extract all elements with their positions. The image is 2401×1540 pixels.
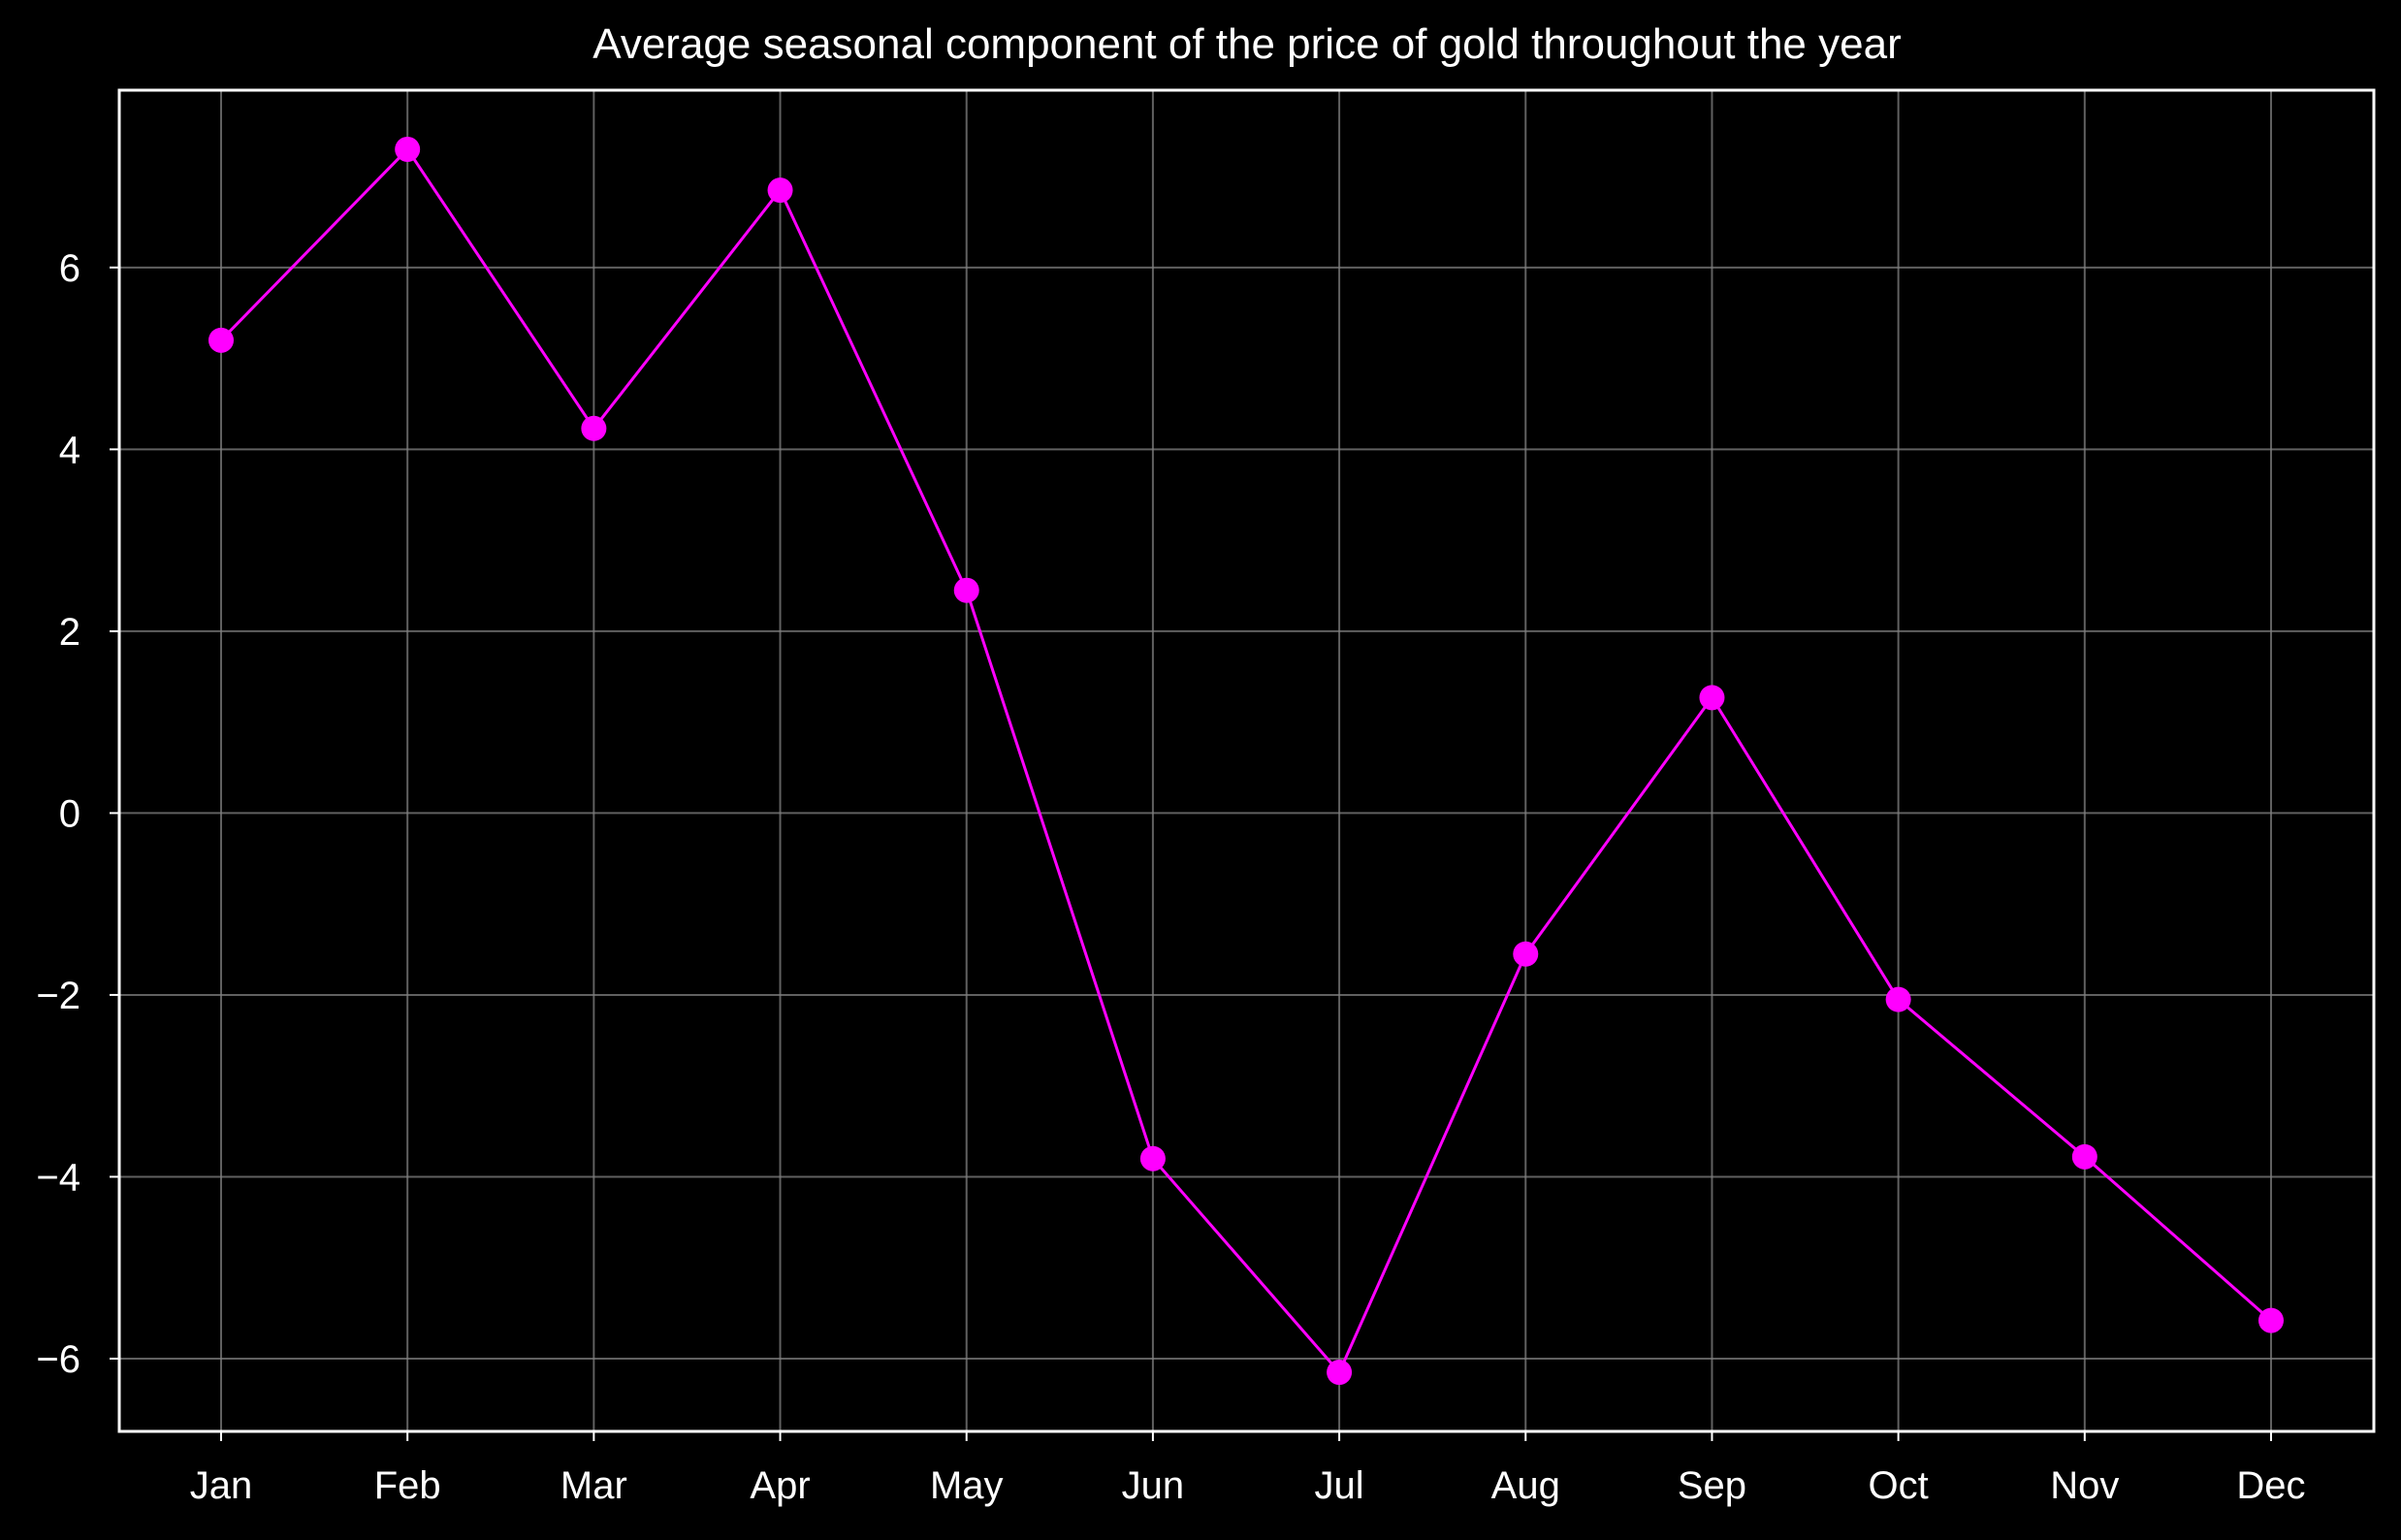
- x-tick-label: Sep: [1678, 1464, 1746, 1507]
- data-point-oct: [1885, 986, 1911, 1012]
- x-tick-label: May: [930, 1464, 1004, 1507]
- x-tick-label: Jun: [1122, 1464, 1185, 1507]
- data-point-mar: [581, 415, 607, 441]
- x-tick-label: Mar: [560, 1464, 627, 1507]
- series-layer: [208, 136, 2284, 1386]
- series-line: [219, 147, 2272, 1374]
- data-point-jan: [208, 327, 234, 353]
- x-tick-label: Feb: [374, 1464, 441, 1507]
- y-tick-label: 2: [59, 611, 80, 654]
- data-point-nov: [2071, 1143, 2097, 1170]
- grid: [119, 90, 2374, 1431]
- y-tick-label: 0: [59, 792, 80, 835]
- x-axis: Jan Feb Mar Apr May Jun Jul Aug Sep Oct Nov Dec: [190, 1431, 2306, 1507]
- x-tick-label: Oct: [1869, 1464, 1929, 1507]
- chart-title: Average seasonal component of the price …: [592, 20, 1901, 68]
- data-point-jun: [1139, 1145, 1166, 1171]
- y-tick-label: 4: [59, 429, 80, 471]
- data-point-apr: [767, 177, 793, 204]
- data-point-jul: [1327, 1360, 1353, 1386]
- data-point-sep: [1699, 685, 1725, 711]
- y-tick-label: 6: [59, 247, 80, 290]
- x-tick-label: Jul: [1315, 1464, 1364, 1507]
- x-tick-label: Aug: [1491, 1464, 1560, 1507]
- data-point-may: [953, 577, 979, 603]
- data-point-aug: [1513, 941, 1539, 967]
- x-tick-label: Nov: [2050, 1464, 2119, 1507]
- plot-area-frame: [117, 88, 2376, 1433]
- y-tick-label: −6: [36, 1338, 80, 1381]
- x-tick-label: Apr: [750, 1464, 810, 1507]
- data-point-dec: [2258, 1307, 2284, 1333]
- x-tick-label: Jan: [190, 1464, 253, 1507]
- y-axis: −6 −4 −2 0 2 4 6: [36, 247, 119, 1381]
- x-tick-label: Dec: [2236, 1464, 2305, 1507]
- y-tick-label: −4: [36, 1156, 80, 1199]
- y-tick-label: −2: [36, 975, 80, 1017]
- data-point-feb: [395, 136, 421, 162]
